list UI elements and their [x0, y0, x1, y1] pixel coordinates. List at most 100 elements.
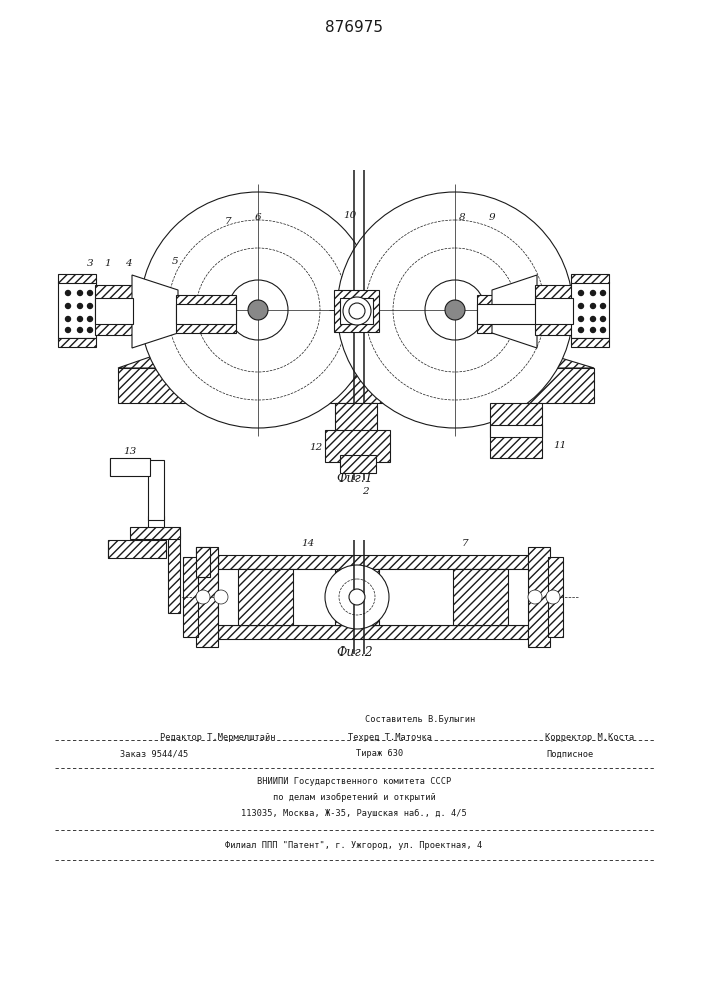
Circle shape: [590, 316, 595, 322]
Circle shape: [445, 300, 465, 320]
Text: Составитель В.Булыгин: Составитель В.Булыгин: [365, 716, 475, 724]
Bar: [95, 285, 133, 335]
Text: по делам изобретений и открытий: по делам изобретений и открытий: [273, 792, 436, 802]
Bar: [196, 547, 218, 647]
Circle shape: [343, 297, 371, 325]
Bar: [571, 338, 609, 347]
Polygon shape: [445, 323, 594, 368]
Text: Фиг.1: Фиг.1: [337, 472, 373, 485]
Circle shape: [349, 303, 365, 319]
Bar: [218, 569, 528, 625]
Circle shape: [78, 316, 83, 322]
Circle shape: [578, 316, 583, 322]
Text: Тираж 630: Тираж 630: [356, 750, 404, 758]
Circle shape: [425, 280, 485, 340]
Circle shape: [78, 290, 83, 296]
Circle shape: [349, 589, 365, 605]
Circle shape: [337, 192, 573, 428]
Circle shape: [339, 579, 375, 615]
Bar: [528, 547, 550, 647]
Circle shape: [578, 290, 583, 296]
Circle shape: [528, 590, 542, 604]
Bar: [335, 569, 379, 625]
Text: 9: 9: [489, 214, 496, 223]
Bar: [218, 625, 528, 639]
Bar: [218, 555, 528, 569]
Circle shape: [248, 300, 268, 320]
Polygon shape: [132, 275, 178, 348]
Bar: [58, 274, 96, 283]
Circle shape: [78, 328, 83, 332]
Text: ВНИИПИ Государственного комитета СССР: ВНИИПИ Государственного комитета СССР: [257, 778, 451, 786]
Bar: [477, 304, 537, 324]
Circle shape: [590, 290, 595, 296]
Text: 6: 6: [255, 214, 262, 223]
Bar: [325, 430, 390, 462]
Text: Фиг.2: Фиг.2: [337, 646, 373, 658]
Bar: [148, 460, 164, 520]
Bar: [548, 557, 563, 637]
Polygon shape: [118, 368, 594, 403]
Circle shape: [578, 328, 583, 332]
Bar: [130, 527, 180, 539]
Bar: [334, 290, 379, 332]
Bar: [340, 455, 376, 473]
Bar: [110, 458, 150, 476]
Circle shape: [578, 304, 583, 308]
Text: 8: 8: [459, 214, 465, 223]
Bar: [95, 298, 133, 324]
Polygon shape: [492, 275, 537, 348]
Circle shape: [325, 565, 389, 629]
Text: Техред Т.Маточка: Техред Т.Маточка: [348, 734, 432, 742]
Circle shape: [365, 220, 545, 400]
Text: 113035, Москва, Ж-35, Раушская наб., д. 4/5: 113035, Москва, Ж-35, Раушская наб., д. …: [241, 808, 467, 818]
Circle shape: [590, 328, 595, 332]
Bar: [477, 295, 537, 333]
Circle shape: [546, 590, 560, 604]
Text: 10: 10: [344, 211, 356, 220]
Circle shape: [66, 304, 71, 308]
Polygon shape: [118, 323, 268, 368]
Text: 4: 4: [124, 258, 132, 267]
Circle shape: [140, 192, 376, 428]
Text: 7: 7: [462, 538, 468, 548]
Bar: [490, 403, 542, 458]
Text: Заказ 9544/45: Заказ 9544/45: [120, 750, 188, 758]
Bar: [58, 282, 96, 338]
Bar: [58, 338, 96, 347]
Circle shape: [600, 304, 605, 308]
Text: 1: 1: [105, 258, 111, 267]
Text: 876975: 876975: [325, 20, 383, 35]
Bar: [176, 295, 236, 333]
Circle shape: [88, 290, 93, 296]
Circle shape: [600, 290, 605, 296]
Circle shape: [393, 248, 517, 372]
Text: 2: 2: [362, 488, 368, 496]
Text: Корректор М.Коста: Корректор М.Коста: [545, 734, 635, 742]
Circle shape: [88, 304, 93, 308]
Text: 3: 3: [87, 258, 93, 267]
Circle shape: [78, 304, 83, 308]
Circle shape: [228, 280, 288, 340]
Circle shape: [196, 248, 320, 372]
Bar: [183, 557, 198, 637]
Circle shape: [168, 220, 348, 400]
Text: 14: 14: [301, 538, 315, 548]
Bar: [535, 298, 573, 324]
Circle shape: [88, 316, 93, 322]
Text: Филиал ППП "Патент", г. Ужгород, ул. Проектная, 4: Филиал ППП "Патент", г. Ужгород, ул. Про…: [226, 840, 483, 850]
Bar: [571, 282, 609, 338]
Bar: [108, 540, 166, 558]
Bar: [196, 547, 210, 577]
Bar: [176, 304, 236, 324]
Circle shape: [600, 328, 605, 332]
Circle shape: [66, 328, 71, 332]
Bar: [535, 285, 573, 335]
Text: 11: 11: [554, 440, 566, 450]
Circle shape: [214, 590, 228, 604]
Text: 12: 12: [310, 444, 322, 452]
Text: 5: 5: [172, 257, 178, 266]
Text: 13: 13: [124, 448, 136, 456]
Bar: [571, 274, 609, 283]
Bar: [168, 533, 180, 613]
